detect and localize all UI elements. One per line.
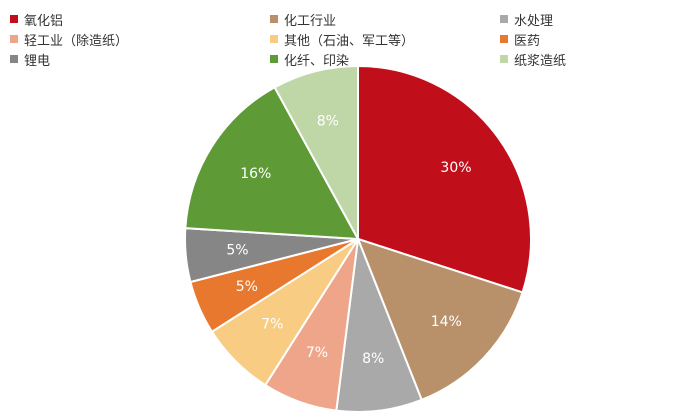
legend-swatch [270, 15, 278, 23]
legend-swatch [500, 55, 508, 63]
legend-label: 锂电 [24, 53, 51, 69]
slice-value-label: 14% [431, 314, 462, 330]
legend-swatch [10, 15, 18, 23]
pie-slice [184, 86, 360, 241]
legend-label: 氧化铝 [24, 13, 64, 29]
slice-value-label: 8% [362, 351, 384, 367]
pie-slice [273, 64, 359, 240]
slice-value-label: 7% [261, 317, 283, 333]
legend-item: 医药 [500, 29, 690, 49]
legend-item: 轻工业（除造纸） [10, 29, 270, 49]
slice-value-label: 16% [240, 166, 271, 182]
legend-item: 水处理 [500, 9, 690, 29]
slice-value-label: 5% [236, 279, 258, 295]
legend-swatch [270, 55, 278, 63]
pie-slice [356, 237, 524, 402]
slice-value-label: 5% [226, 242, 248, 258]
legend-swatch [270, 35, 278, 43]
legend-label: 轻工业（除造纸） [24, 33, 129, 49]
legend: 氧化铝 化工行业 水处理轻工业（除造纸） 其他（石油、军工等） 医药锂电 化纤、印染 纸浆造… [10, 9, 690, 69]
legend-item: 纸浆造纸 [500, 49, 690, 69]
legend-label: 医药 [514, 33, 541, 49]
legend-item: 其他（石油、军工等） [270, 29, 500, 49]
pie-slice [357, 64, 532, 294]
legend-item: 化工行业 [270, 9, 500, 29]
legend-item: 氧化铝 [10, 9, 270, 29]
legend-swatch [10, 55, 18, 63]
legend-label: 其他（石油、军工等） [284, 33, 415, 49]
legend-swatch [500, 35, 508, 43]
legend-item: 化纤、印染 [270, 49, 500, 69]
slice-value-label: 8% [317, 114, 339, 130]
legend-swatch [10, 35, 18, 43]
legend-label: 纸浆造纸 [514, 53, 567, 69]
slice-value-label: 7% [306, 345, 328, 361]
legend-label: 化工行业 [284, 13, 337, 29]
legend-label: 化纤、印染 [284, 53, 350, 69]
legend-item: 锂电 [10, 49, 270, 69]
legend-swatch [500, 15, 508, 23]
slice-value-label: 30% [440, 160, 471, 176]
legend-label: 水处理 [514, 13, 554, 29]
